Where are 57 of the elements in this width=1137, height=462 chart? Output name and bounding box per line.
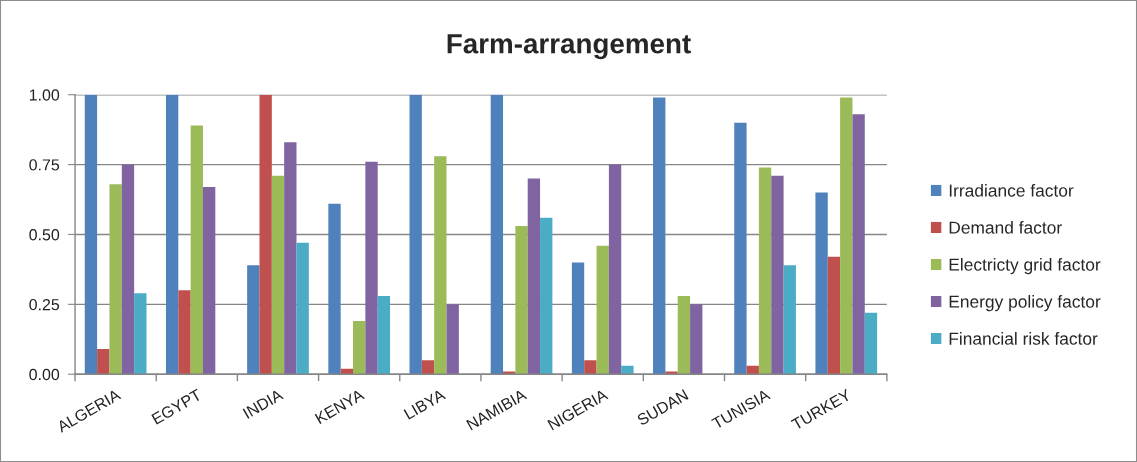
bar (271, 175, 285, 375)
bar (178, 290, 191, 375)
bar (771, 175, 784, 375)
bar (109, 184, 122, 375)
bar (365, 161, 378, 375)
bar (665, 371, 678, 375)
chart-title: Farm-arrangement (447, 34, 691, 60)
bar (608, 164, 622, 375)
bar (190, 125, 203, 375)
legend-label: Irradiance factor (949, 183, 1074, 197)
bar (540, 217, 553, 375)
bar (84, 94, 98, 375)
bar (571, 262, 585, 375)
bar (515, 226, 528, 375)
legend-label: Financial risk factor (949, 332, 1098, 345)
bar (690, 304, 703, 375)
bar (134, 293, 147, 375)
bar (165, 94, 179, 375)
bar (421, 360, 435, 375)
bar (353, 321, 366, 375)
bar (677, 295, 691, 375)
bar (783, 265, 796, 375)
bar (827, 256, 841, 375)
bar (746, 365, 759, 375)
bar (734, 122, 747, 375)
y-tick-label: 0.50 (29, 229, 60, 241)
bar (377, 295, 391, 375)
bar (434, 156, 447, 375)
bar (247, 265, 260, 375)
bar (596, 245, 609, 375)
y-tick-label: 0.75 (29, 159, 60, 171)
bar (758, 167, 772, 375)
bar (121, 164, 135, 375)
y-tick-label: 1.00 (29, 89, 60, 101)
bar (446, 304, 459, 375)
bar (259, 94, 272, 375)
y-tick-label: 0.25 (29, 298, 60, 311)
bar (621, 365, 634, 375)
legend-label: Electricty grid factor (949, 258, 1101, 275)
bar (490, 94, 504, 375)
bar (202, 186, 216, 375)
bar (653, 97, 666, 375)
bar (527, 178, 541, 375)
bar (815, 192, 828, 375)
bar (328, 203, 341, 375)
bar (584, 360, 597, 375)
bar (97, 349, 110, 375)
bar (852, 114, 865, 375)
bar (840, 97, 853, 375)
bar (503, 371, 516, 375)
legend-label: Demand factor (949, 221, 1062, 234)
bar (284, 142, 297, 375)
legend-label: Energy policy factor (949, 295, 1101, 312)
bar (864, 312, 878, 375)
bar (409, 94, 422, 375)
y-tick-label: 0.00 (29, 368, 60, 381)
bar (296, 242, 309, 375)
